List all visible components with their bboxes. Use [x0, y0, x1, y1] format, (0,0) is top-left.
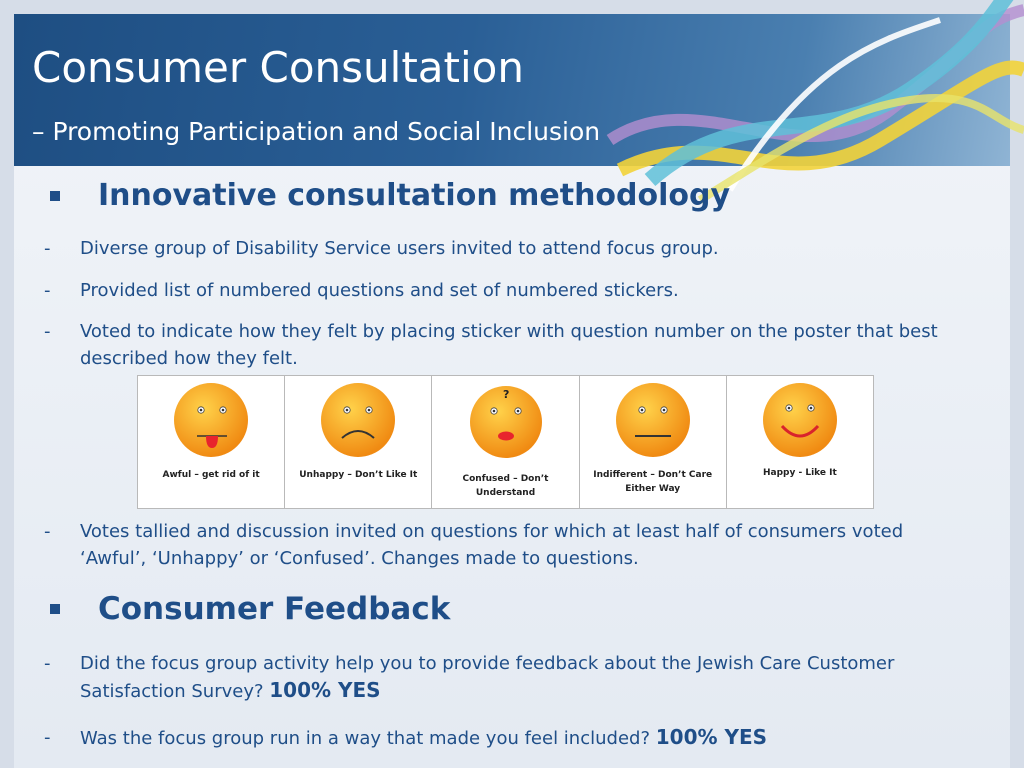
- answer-text: 100% YES: [655, 725, 768, 749]
- face-label: Unhappy – Don’t Like It: [299, 470, 418, 480]
- square-bullet-icon: [50, 604, 60, 614]
- svg-text:?: ?: [503, 388, 509, 401]
- slide-title: Consumer Consultation: [32, 43, 524, 92]
- face-cell-happy: Happy - Like It: [727, 376, 873, 508]
- face-cell-confused: ? Confused – Don’t Understand: [432, 376, 580, 508]
- frame-top: [0, 0, 1024, 14]
- section-heading-feedback: Consumer Feedback: [48, 588, 548, 630]
- feedback-question: Was the focus group run in a way that ma…: [80, 724, 970, 752]
- section-heading-text: Consumer Feedback: [98, 591, 451, 627]
- answer-text: 100% YES: [269, 678, 381, 702]
- list-item: - Votes tallied and discussion invited o…: [44, 518, 974, 572]
- face-cell-awful: Awful – get rid of it: [138, 376, 286, 508]
- dash-bullet: -: [44, 321, 51, 342]
- question-text: Did the focus group activity help you to…: [80, 653, 895, 702]
- list-item: - Did the focus group activity help you …: [44, 650, 974, 704]
- frame-right: [1010, 0, 1024, 768]
- list-item-text: Votes tallied and discussion invited on …: [80, 521, 904, 569]
- square-bullet-icon: [50, 191, 60, 201]
- face-label: Indifferent – Don’t Care Either Way: [593, 470, 713, 494]
- face-label: Awful – get rid of it: [162, 470, 260, 480]
- face-label: Happy - Like It: [763, 468, 837, 478]
- list-item-text: Voted to indicate how they felt by placi…: [80, 321, 938, 369]
- list-item: - Was the focus group run in a way that …: [44, 724, 974, 751]
- confused-face-icon: ?: [469, 386, 542, 458]
- dash-bullet: -: [44, 727, 51, 748]
- unhappy-face-icon: [321, 383, 396, 457]
- indifferent-face-icon: [615, 383, 690, 457]
- face-cell-unhappy: Unhappy – Don’t Like It: [285, 376, 433, 508]
- faces-poster: Awful – get rid of it Unhappy – Don’t Li…: [137, 375, 874, 509]
- list-item: - Voted to indicate how they felt by pla…: [44, 318, 974, 372]
- section-heading-methodology: Innovative consultation methodology: [48, 176, 748, 216]
- face-label: Confused – Don’t Understand: [462, 474, 549, 498]
- slide-subtitle: – Promoting Participation and Social Inc…: [32, 117, 601, 146]
- list-item: - Diverse group of Disability Service us…: [44, 235, 974, 262]
- dash-bullet: -: [44, 238, 51, 259]
- decorative-ribbons: [606, 0, 1024, 204]
- frame-left: [0, 0, 14, 768]
- dash-bullet: -: [44, 521, 51, 542]
- face-cell-indifferent: Indifferent – Don’t Care Either Way: [580, 376, 727, 508]
- happy-face-icon: [762, 383, 837, 457]
- list-item-text: Diverse group of Disability Service user…: [80, 238, 719, 259]
- section-heading-text: Innovative consultation methodology: [98, 178, 731, 213]
- header-banner: [14, 14, 1010, 166]
- question-text: Was the focus group run in a way that ma…: [80, 728, 650, 749]
- dash-bullet: -: [44, 653, 51, 674]
- list-item: - Provided list of numbered questions an…: [44, 277, 974, 304]
- list-item-text: Provided list of numbered questions and …: [80, 280, 679, 301]
- awful-face-icon: [174, 383, 249, 457]
- feedback-question: Did the focus group activity help you to…: [80, 650, 970, 705]
- dash-bullet: -: [44, 280, 51, 301]
